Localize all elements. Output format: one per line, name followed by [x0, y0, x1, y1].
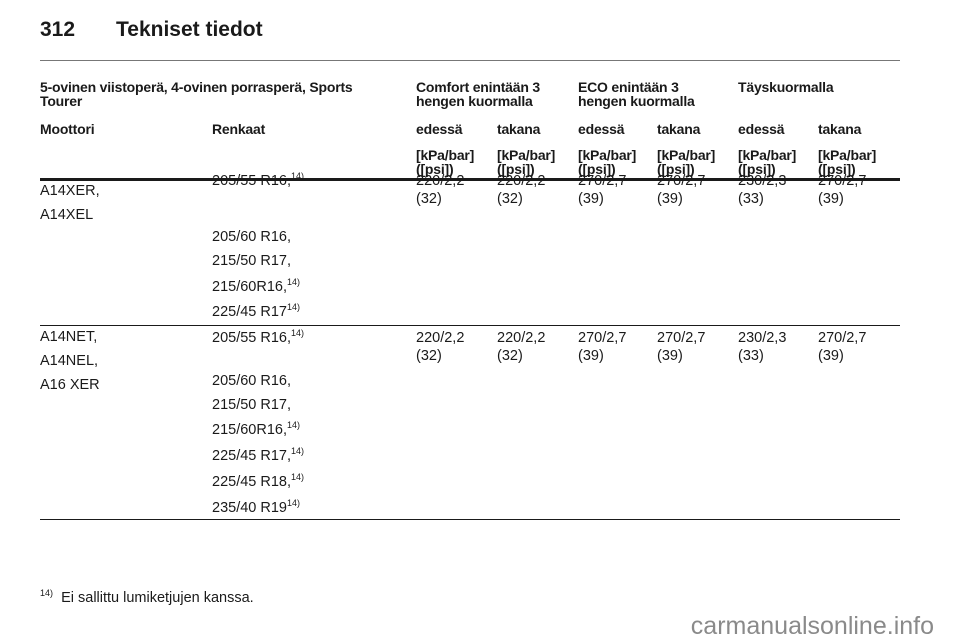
- tyre-size: 225/45 R17,14): [212, 446, 305, 465]
- pressure-psi: (39): [578, 191, 604, 207]
- column-header-position: takana: [657, 121, 701, 137]
- column-header-position: takana: [818, 121, 862, 137]
- load-header-line: ECO enintään 3: [578, 79, 679, 95]
- pressure-value: 220/2,2: [416, 173, 465, 189]
- pressure-psi: (32): [497, 348, 523, 364]
- pressure-psi: (39): [657, 191, 683, 207]
- page-title: Tekniset tiedot: [116, 18, 263, 41]
- unit-label: [kPa/bar]: [578, 147, 637, 163]
- pressure-value: 230/2,3: [738, 330, 787, 346]
- pressure-value: 270/2,7: [578, 173, 627, 189]
- unit-label: [kPa/bar]: [657, 147, 716, 163]
- column-header-engine: Moottori: [40, 121, 95, 137]
- footnote: 14) Ei sallittu lumiketjujen kanssa.: [40, 588, 254, 607]
- footnote-ref: 14): [286, 277, 300, 287]
- footnote-ref: 14): [291, 171, 305, 181]
- pressure-value: 220/2,2: [497, 173, 546, 189]
- column-header-position: takana: [497, 121, 541, 137]
- unit-label: [kPa/bar]: [818, 147, 877, 163]
- column-header-position: edessä: [578, 121, 625, 137]
- footnote-ref: 14): [291, 328, 305, 338]
- pressure-psi: (33): [738, 191, 764, 207]
- unit-label: ([psi]): [416, 161, 454, 177]
- tyre-size-text: 225/45 R18,: [212, 474, 292, 490]
- pressure-psi: (32): [497, 191, 523, 207]
- tyre-size-text: 215/50 R17,: [212, 253, 292, 269]
- tyre-size-text: 215/60R16,: [212, 279, 287, 295]
- tyre-size: 225/45 R18,14): [212, 472, 305, 491]
- pressure-psi: (32): [416, 348, 442, 364]
- pressure-psi: (39): [657, 348, 683, 364]
- load-header-line: hengen kuormalla: [578, 93, 695, 109]
- unit-label: ([psi]): [818, 161, 856, 177]
- unit-label: [kPa/bar]: [738, 147, 797, 163]
- unit-label: ([psi]): [657, 161, 695, 177]
- pressure-value: 270/2,7: [657, 330, 706, 346]
- pressure-psi: (32): [416, 191, 442, 207]
- tyre-size-text: 225/45 R17: [212, 304, 287, 320]
- tyre-size-text: 205/60 R16,: [212, 373, 292, 389]
- column-header-position: edessä: [738, 121, 785, 137]
- row-divider: [40, 325, 900, 326]
- tyre-size: 205/60 R16,: [212, 229, 291, 245]
- column-header-tyres: Renkaat: [212, 121, 266, 137]
- unit-label: ([psi]): [497, 161, 535, 177]
- pressure-value: 220/2,2: [497, 330, 546, 346]
- tyre-size: 205/60 R16,: [212, 373, 291, 389]
- footnote-mark: 14): [40, 588, 54, 598]
- footnote-ref: 14): [286, 302, 300, 312]
- pressure-value: 270/2,7: [578, 330, 627, 346]
- unit-label: [kPa/bar]: [416, 147, 475, 163]
- tyre-size: 215/50 R17,: [212, 253, 291, 269]
- unit-label: [kPa/bar]: [497, 147, 556, 163]
- tyre-size-text: 205/55 R16,: [212, 330, 292, 346]
- tyre-size-text: 225/45 R17,: [212, 448, 292, 464]
- unit-label: ([psi]): [578, 161, 616, 177]
- tyre-size-text: 235/40 R19: [212, 500, 287, 516]
- pressure-value: 270/2,7: [657, 173, 706, 189]
- engine-code: A14NET,: [40, 329, 98, 345]
- load-header-line: Täyskuormalla: [738, 79, 834, 95]
- header-divider: [40, 60, 900, 61]
- tyre-size: 205/55 R16,14): [212, 171, 305, 190]
- pressure-psi: (39): [818, 348, 844, 364]
- footnote-text: Ei sallittu lumiketjujen kanssa.: [61, 590, 254, 606]
- footnote-ref: 14): [291, 446, 305, 456]
- row-divider: [40, 519, 900, 520]
- pressure-value: 270/2,7: [818, 330, 867, 346]
- load-header-line: hengen kuormalla: [416, 93, 533, 109]
- tyre-size: 205/55 R16,14): [212, 328, 305, 347]
- group-header-line: 5-ovinen viistoperä, 4-ovinen porrasperä…: [40, 79, 353, 95]
- group-header-line: Tourer: [40, 93, 83, 109]
- pressure-psi: (39): [578, 348, 604, 364]
- column-header-position: edessä: [416, 121, 463, 137]
- pressure-psi: (33): [738, 348, 764, 364]
- load-header-line: Comfort enintään 3: [416, 79, 540, 95]
- pressure-value: 220/2,2: [416, 330, 465, 346]
- tyre-size-text: 215/60R16,: [212, 422, 287, 438]
- pressure-value: 230/2,3: [738, 173, 787, 189]
- tyre-size-text: 205/55 R16,: [212, 173, 292, 189]
- page-number: 312: [40, 18, 76, 41]
- footnote-ref: 14): [291, 472, 305, 482]
- pressure-psi: (39): [818, 191, 844, 207]
- engine-code: A14XER,: [40, 183, 100, 199]
- tyre-size: 235/40 R1914): [212, 498, 300, 517]
- tyre-size-text: 205/60 R16,: [212, 229, 292, 245]
- footnote-ref: 14): [286, 498, 300, 508]
- tyre-size-text: 215/50 R17,: [212, 397, 292, 413]
- engine-code: A14XEL: [40, 207, 94, 223]
- table-header-rule: [40, 178, 900, 181]
- footnote-ref: 14): [286, 420, 300, 430]
- unit-label: ([psi]): [738, 161, 776, 177]
- pressure-value: 270/2,7: [818, 173, 867, 189]
- watermark: carmanualsonline.info: [690, 612, 934, 640]
- tyre-size: 215/60R16,14): [212, 277, 300, 296]
- engine-code: A14NEL,: [40, 353, 99, 369]
- tyre-size: 215/50 R17,: [212, 397, 291, 413]
- tyre-size: 215/60R16,14): [212, 420, 300, 439]
- tyre-size: 225/45 R1714): [212, 302, 300, 321]
- engine-code: A16 XER: [40, 377, 100, 393]
